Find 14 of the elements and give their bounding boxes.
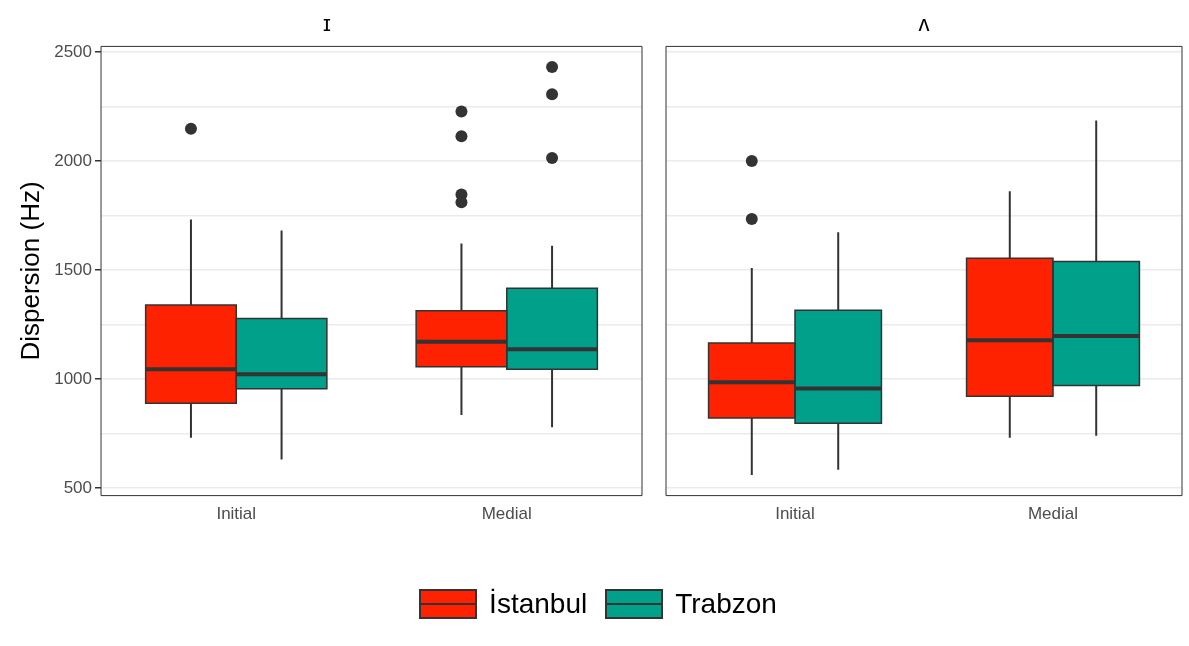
- chart-title: ʌ: [918, 11, 930, 37]
- y-tick-label: 2000: [54, 150, 93, 170]
- x-tick-label: Medial: [1027, 504, 1079, 524]
- y-tick-label: 2500: [54, 41, 93, 61]
- x-tick-label: Initial: [775, 504, 815, 524]
- y-tick-label: 500: [63, 477, 93, 497]
- x-tick-label: Initial: [216, 504, 257, 524]
- legend-label: İstanbul: [489, 588, 588, 620]
- legend-label: Trabzon: [675, 588, 777, 620]
- y-axis-title: Dispersion (Hz): [14, 181, 45, 361]
- y-tick-label: 1500: [54, 259, 93, 279]
- chart-title: ɪ: [323, 11, 332, 37]
- y-tick-label: 1000: [54, 368, 93, 388]
- x-tick-label: Medial: [481, 504, 532, 524]
